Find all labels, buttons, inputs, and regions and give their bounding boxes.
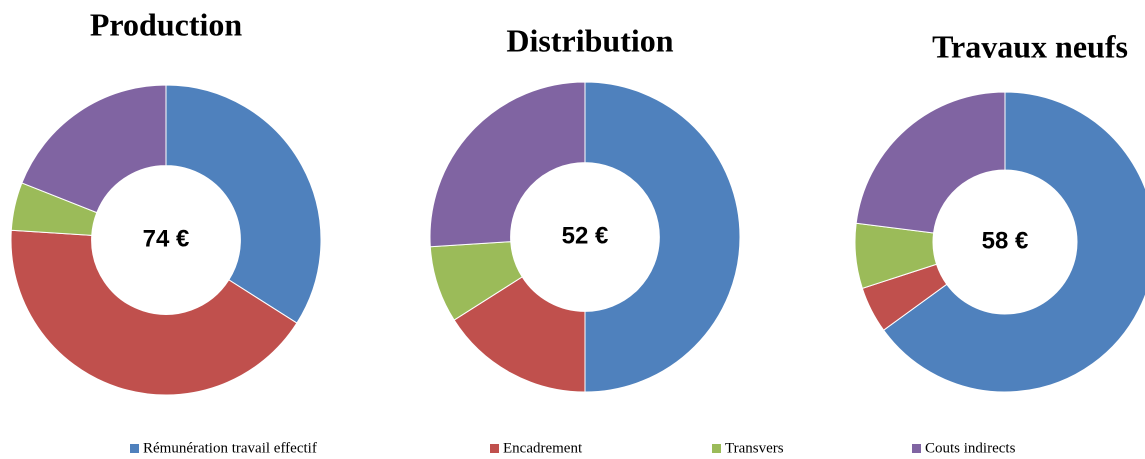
donut-segment bbox=[10, 229, 298, 396]
legend-label: Couts indirects bbox=[925, 440, 1016, 456]
legend-label: Transvers bbox=[725, 440, 784, 456]
donut-segment bbox=[453, 276, 586, 393]
legend-label: Rémunération travail effectif bbox=[143, 440, 317, 456]
donut-segment bbox=[882, 91, 1145, 393]
center-label: 52 € bbox=[562, 222, 609, 249]
chart-title: Distribution bbox=[506, 22, 673, 58]
donut-segment bbox=[21, 84, 167, 214]
donut-segment bbox=[165, 84, 322, 324]
legend-swatch bbox=[130, 444, 139, 453]
donut-segment bbox=[855, 91, 1006, 234]
legend-swatch bbox=[712, 444, 721, 453]
donut-segment bbox=[429, 81, 586, 248]
center-label: 74 € bbox=[143, 225, 190, 252]
center-label: 58 € bbox=[982, 227, 1029, 254]
chart-title: Production bbox=[90, 6, 243, 42]
donut-segment bbox=[584, 81, 741, 393]
legend-swatch bbox=[490, 444, 499, 453]
legend-swatch bbox=[912, 444, 921, 453]
legend-label: Encadrement bbox=[503, 440, 583, 456]
chart-title: Travaux neufs bbox=[932, 28, 1128, 64]
